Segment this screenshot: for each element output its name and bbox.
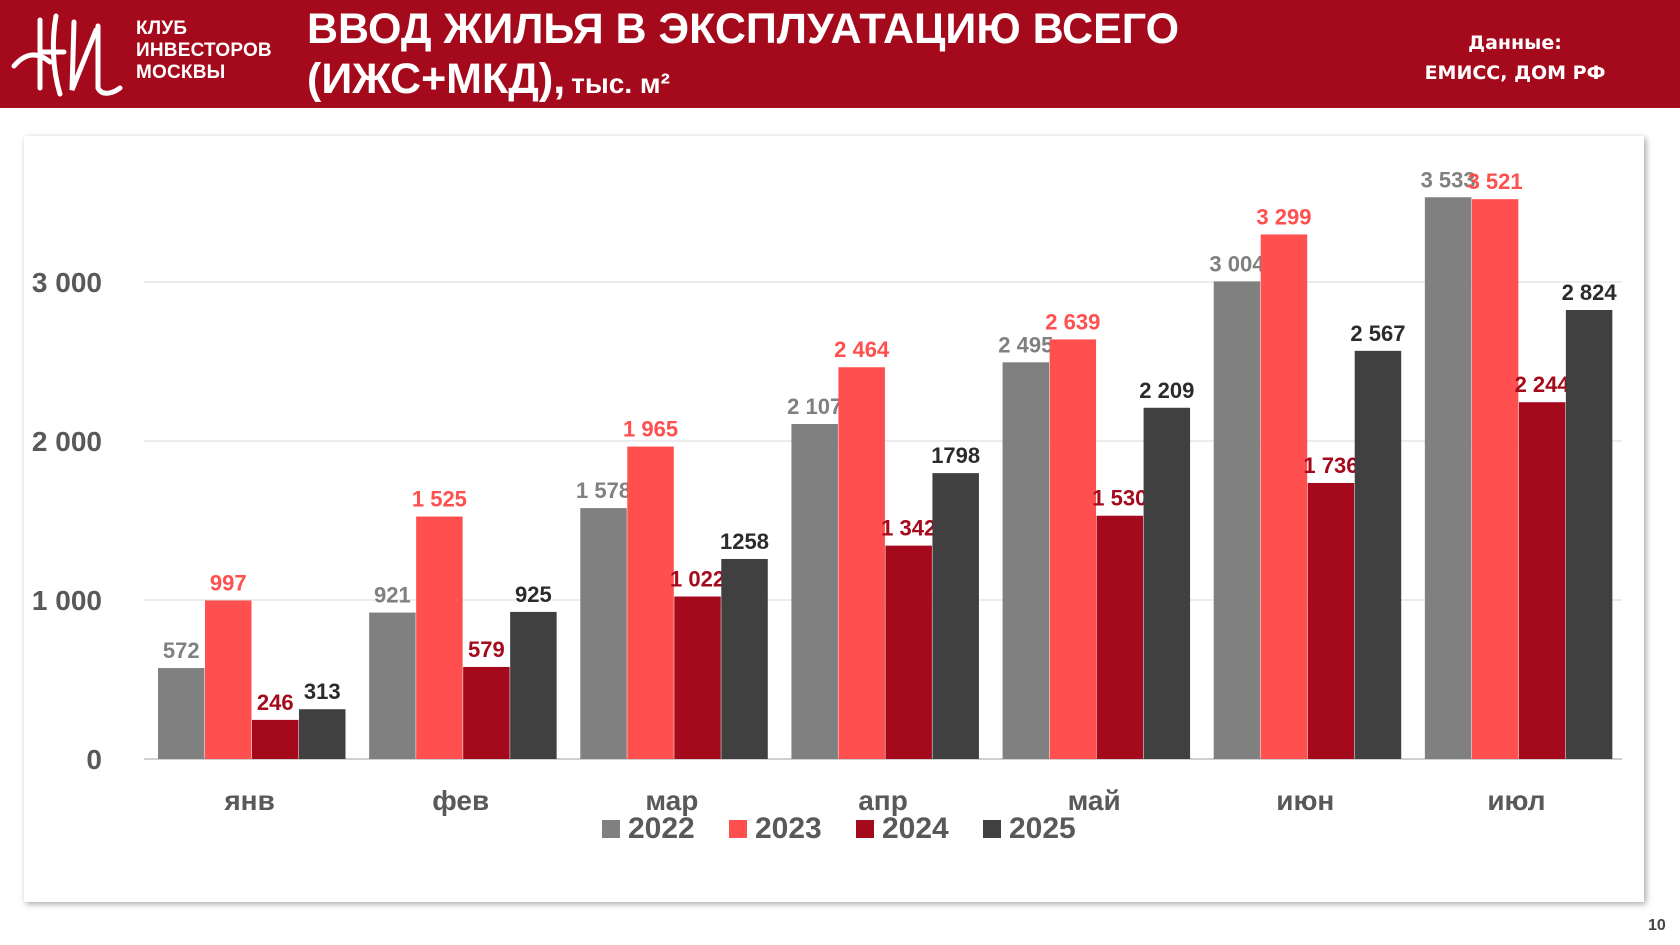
bar-2025-май [1143, 407, 1191, 759]
chart-panel: 0 1 000 2 000 3 000 572 997 246 313 янв 921 1 525 5… [24, 136, 1644, 902]
bar-2024-июн [1307, 482, 1355, 759]
data-label: 997 [210, 570, 247, 595]
x-tick-label: май [1068, 785, 1121, 816]
bar-2023-май [1049, 339, 1097, 759]
bar-2022-янв [158, 668, 205, 759]
org-name-line: МОСКВЫ [136, 62, 226, 83]
bar-2022-апр [791, 423, 838, 759]
bar-2023-фев [416, 516, 463, 759]
data-label: 1 578 [576, 478, 631, 503]
org-name-line: КЛУБ [136, 18, 188, 39]
data-label: 1 525 [412, 487, 467, 512]
bar-2024-янв [252, 719, 299, 759]
x-tick-label: янв [223, 785, 274, 816]
legend-label-2023: 2023 [755, 812, 822, 845]
bar-2024-мар [674, 596, 721, 759]
bar-2022-май [1002, 362, 1050, 759]
data-label: 1798 [931, 443, 980, 468]
bar-2023-янв [205, 600, 252, 759]
source-value: ЕМИСС, ДОМ РФ [1424, 62, 1606, 84]
data-label: 1 736 [1303, 453, 1358, 478]
bar-2023-мар [627, 446, 674, 759]
club-logo-icon [11, 13, 123, 97]
data-label: 1 342 [881, 516, 936, 541]
y-tick-label: 1 000 [32, 585, 102, 616]
page-number: 10 [1648, 917, 1666, 934]
data-label: 2 464 [834, 337, 890, 362]
data-label: 2 209 [1139, 378, 1194, 403]
legend-label-2024: 2024 [882, 812, 949, 845]
data-label: 579 [468, 637, 505, 662]
data-label: 246 [257, 690, 294, 715]
data-source: Данные: ЕМИСС, ДОМ РФ [1390, 28, 1640, 88]
x-tick-label: июн [1276, 785, 1334, 816]
bar-2024-май [1096, 515, 1144, 759]
x-tick-label: фев [432, 785, 489, 816]
page-title: ВВОД ЖИЛЬЯ В ЭКСПЛУАТАЦИЮ ВСЕГО (ИЖС+МКД… [307, 4, 1179, 109]
bar-2022-июн [1213, 281, 1261, 759]
legend-swatch-2022 [602, 820, 620, 838]
data-label: 3 521 [1468, 169, 1523, 194]
data-label: 2 107 [787, 394, 842, 419]
data-label: 1258 [720, 529, 769, 554]
data-label: 2 495 [998, 332, 1053, 357]
x-tick-label: мар [645, 785, 698, 816]
data-label: 1 022 [670, 567, 725, 592]
data-label: 2 244 [1515, 372, 1571, 397]
data-label: 572 [163, 638, 200, 663]
legend-swatch-2023 [729, 820, 747, 838]
legend-swatch-2025 [983, 820, 1001, 838]
bar-2022-фев [369, 612, 416, 759]
data-label: 3 004 [1209, 251, 1265, 276]
data-label: 2 567 [1350, 321, 1405, 346]
bar-2023-июн [1260, 234, 1308, 760]
data-label: 1 965 [623, 417, 678, 442]
data-label: 3 533 [1421, 167, 1476, 192]
data-label: 1 530 [1092, 486, 1147, 511]
bar-2025-янв [299, 709, 346, 759]
bar-2025-июл [1565, 309, 1613, 759]
data-label: 2 639 [1045, 309, 1100, 334]
bar-2025-мар [721, 558, 768, 759]
bar-2023-апр [838, 367, 885, 759]
bar-2024-июл [1518, 402, 1566, 759]
header-banner: КЛУБ ИНВЕСТОРОВ МОСКВЫ ВВОД ЖИЛЬЯ В ЭКСП… [0, 0, 1680, 108]
bar-2025-июн [1354, 350, 1402, 759]
y-tick-label: 0 [86, 744, 102, 775]
y-tick-label: 3 000 [32, 267, 102, 298]
data-label: 3 299 [1256, 204, 1311, 229]
bar-chart: 0 1 000 2 000 3 000 572 997 246 313 янв 921 1 525 5… [32, 167, 1622, 845]
org-name-line: ИНВЕСТОРОВ [136, 40, 272, 61]
bar-2025-фев [510, 611, 557, 759]
bar-2025-апр [932, 473, 979, 759]
y-tick-label: 2 000 [32, 426, 102, 457]
legend-swatch-2024 [856, 820, 874, 838]
legend-label-2025: 2025 [1009, 812, 1076, 845]
title-line-2: (ИЖС+МКД), [307, 55, 566, 103]
data-label: 921 [374, 583, 411, 608]
org-name: КЛУБ ИНВЕСТОРОВ МОСКВЫ [136, 18, 272, 84]
source-label: Данные: [1468, 32, 1562, 54]
data-label: 925 [515, 582, 552, 607]
data-label: 2 824 [1562, 280, 1618, 305]
bar-2022-июл [1424, 197, 1472, 759]
title-line-1: ВВОД ЖИЛЬЯ В ЭКСПЛУАТАЦИЮ ВСЕГО [307, 5, 1180, 53]
bar-2024-апр [885, 545, 932, 759]
x-tick-label: июл [1487, 785, 1545, 816]
bar-2023-июл [1471, 199, 1519, 759]
bar-2022-мар [580, 508, 627, 759]
title-unit: тыс. м² [571, 68, 670, 99]
bar-2024-фев [463, 666, 510, 759]
x-tick-label: апр [858, 785, 908, 816]
data-label: 313 [304, 679, 341, 704]
legend-label-2022: 2022 [628, 812, 695, 845]
